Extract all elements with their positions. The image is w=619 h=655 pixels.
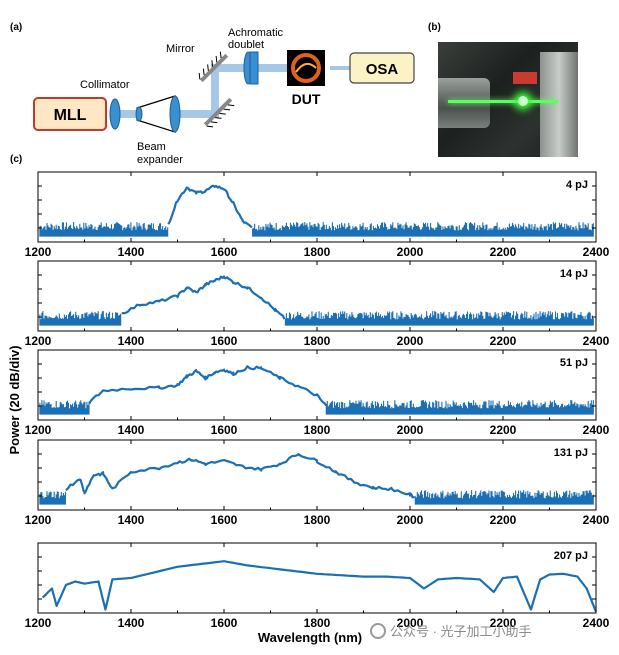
spectrum-line	[65, 453, 415, 499]
x-tick-label: 1600	[211, 334, 238, 348]
watermark-text: 公众号 · 光子加工小助手	[390, 624, 532, 639]
spectrum-panel-4: 1200 1400 1600 1800 2000 2200 2400 131 pJ	[25, 439, 610, 527]
x-tick-label: 2200	[490, 423, 517, 437]
x-tick-label: 1600	[211, 423, 238, 437]
x-tick-label: 1600	[211, 245, 238, 259]
x-tick-label: 1800	[304, 513, 331, 527]
x-tick-label: 2000	[397, 423, 424, 437]
x-tick-label: 1200	[25, 616, 52, 630]
osa-box	[349, 52, 415, 84]
x-tick-label: 2400	[583, 616, 610, 630]
panel-label-a: (a)	[10, 22, 22, 33]
x-tick-label: 1600	[211, 616, 238, 630]
x-tick-label: 2400	[583, 245, 610, 259]
dut-device	[287, 50, 325, 86]
wechat-icon	[370, 623, 386, 639]
photo-green-spot	[518, 96, 528, 106]
y-axis-label: Power (20 dB/div)	[7, 345, 22, 454]
x-tick-label: 1400	[118, 423, 145, 437]
beam-expander-label-2: expander	[137, 154, 183, 166]
spectra-charts: 1200 1400 1600 1800 2000 2200 2400 4 pJ 1200 1400…	[25, 171, 610, 630]
watermark: 公众号 · 光子加工小助手	[370, 621, 532, 640]
achromatic-doublet	[243, 51, 259, 85]
x-tick-label: 1600	[211, 513, 238, 527]
x-tick-label: 2400	[583, 513, 610, 527]
achromatic-label-2: doublet	[228, 39, 264, 51]
x-tick-label: 1200	[25, 245, 52, 259]
x-tick-label: 2000	[397, 245, 424, 259]
x-tick-label: 1400	[118, 245, 145, 259]
x-tick-label: 1800	[304, 423, 331, 437]
x-tick-label: 2000	[397, 616, 424, 630]
mll-box	[33, 97, 107, 131]
x-tick-label: 1800	[304, 616, 331, 630]
x-tick-label: 1400	[118, 334, 145, 348]
energy-label: 131 pJ	[554, 447, 588, 459]
x-tick-label: 1200	[25, 513, 52, 527]
beam-expander-label-1: Beam	[137, 141, 166, 153]
photo-chip	[513, 72, 537, 84]
osa-label: OSA	[366, 61, 399, 78]
spectrum-line	[121, 275, 286, 320]
x-tick-label: 1800	[304, 334, 331, 348]
photo-mount	[540, 52, 578, 157]
x-tick-label: 2200	[490, 245, 517, 259]
photo-green-beam	[448, 100, 558, 103]
mirror-bottom	[203, 97, 235, 128]
noise-floor	[39, 311, 594, 326]
x-tick-label: 1200	[25, 423, 52, 437]
x-tick-label: 2000	[397, 513, 424, 527]
mll-label: MLL	[54, 107, 87, 124]
mirror-top	[198, 51, 229, 83]
beam-expander	[136, 95, 176, 133]
x-tick-label: 2200	[490, 513, 517, 527]
spectrum-line	[88, 365, 328, 407]
x-tick-label: 1400	[118, 513, 145, 527]
spectrum-panel-3: 1200 1400 1600 1800 2000 2200 2400 51 pJ	[25, 349, 610, 437]
energy-label: 51 pJ	[560, 357, 588, 369]
energy-label: 4 pJ	[566, 179, 588, 191]
panel-label-c: (c)	[10, 154, 22, 165]
energy-label: 14 pJ	[560, 268, 588, 280]
photo-lens	[438, 78, 490, 128]
spectrum-panel-5: 1200 1400 1600 1800 2000 2200 2400 207 pJ	[25, 542, 610, 630]
noise-floor	[39, 222, 594, 237]
x-tick-label: 1400	[118, 616, 145, 630]
dut-label: DUT	[292, 91, 321, 107]
x-tick-label: 2200	[490, 616, 517, 630]
schematic: MLL Collimator Beam expander Mirror Achr…	[33, 27, 415, 166]
noise-floor	[39, 400, 594, 415]
x-axis-label: Wavelength (nm)	[258, 630, 362, 645]
x-tick-label: 2200	[490, 334, 517, 348]
collimator-label: Collimator	[80, 79, 130, 91]
spectrum-panel-1: 1200 1400 1600 1800 2000 2200 2400 4 pJ	[25, 171, 610, 259]
setup-photo	[438, 42, 578, 157]
panel-label-b: (b)	[428, 22, 441, 33]
collimator-lens	[109, 98, 121, 130]
x-tick-label: 1800	[304, 245, 331, 259]
energy-label: 207 pJ	[554, 550, 588, 562]
x-tick-label: 2000	[397, 334, 424, 348]
achromatic-label-1: Achromatic	[228, 27, 284, 39]
spectrum-line	[41, 560, 598, 613]
x-tick-label: 1200	[25, 334, 52, 348]
x-tick-label: 2400	[583, 423, 610, 437]
spectrum-panel-2: 1200 1400 1600 1800 2000 2200 2400 14 pJ	[25, 260, 610, 348]
mirror-label: Mirror	[166, 43, 195, 55]
x-tick-label: 2400	[583, 334, 610, 348]
noise-floor	[39, 490, 594, 505]
spectrum-line	[167, 184, 253, 229]
